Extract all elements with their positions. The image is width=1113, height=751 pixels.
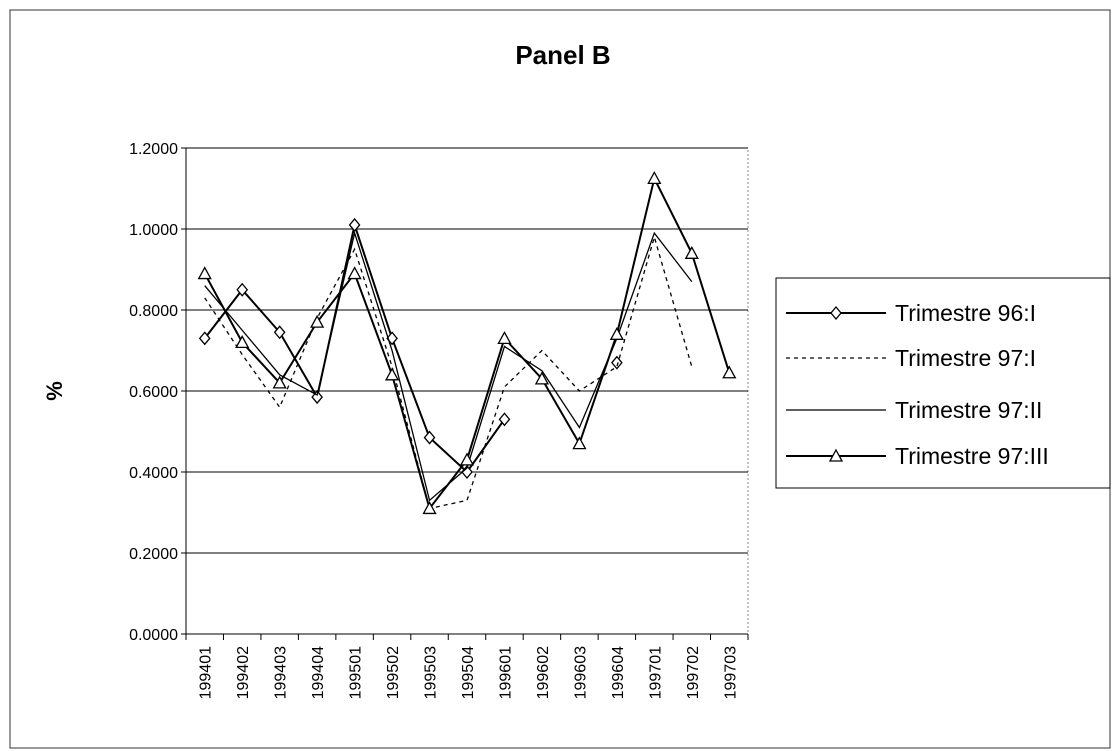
x-tick-label: 199604 — [610, 646, 627, 699]
x-tick-label: 199603 — [572, 646, 589, 699]
x-tick-label: 199401 — [198, 646, 215, 699]
y-tick-label: 0.2000 — [129, 546, 178, 563]
point — [347, 266, 362, 280]
point — [497, 330, 512, 344]
point — [422, 501, 437, 515]
point — [310, 314, 325, 328]
point — [647, 171, 662, 185]
y-axis-label: % — [42, 381, 67, 401]
point — [572, 436, 587, 450]
legend-label: Trimestre 97:I — [895, 345, 1036, 371]
legend-label: Trimestre 96:I — [895, 300, 1036, 326]
y-tick-label: 1.2000 — [129, 141, 178, 158]
point — [684, 245, 699, 259]
x-tick-label: 199702 — [685, 646, 702, 699]
point — [198, 331, 211, 346]
x-tick-label: 199403 — [273, 646, 290, 699]
x-tick-label: 199503 — [423, 646, 440, 699]
y-tick-label: 0.0000 — [129, 627, 178, 644]
point — [423, 430, 436, 445]
point — [197, 266, 212, 280]
x-tick-label: 199404 — [310, 646, 327, 699]
x-tick-label: 199504 — [460, 646, 477, 699]
legend-label: Trimestre 97:III — [895, 443, 1049, 469]
point — [459, 452, 475, 466]
legend-label: Trimestre 97:II — [895, 397, 1042, 423]
point — [722, 365, 737, 379]
point — [609, 326, 624, 340]
point — [384, 367, 400, 381]
x-tick-label: 199501 — [348, 646, 365, 699]
y-tick-label: 1.0000 — [129, 222, 178, 239]
x-tick-label: 199703 — [722, 646, 739, 699]
point — [235, 335, 250, 349]
point — [272, 375, 287, 389]
y-tick-label: 0.4000 — [129, 465, 178, 482]
x-tick-label: 199602 — [535, 646, 552, 699]
legend-marker — [830, 305, 842, 321]
x-tick-label: 199701 — [647, 646, 664, 699]
point — [311, 390, 323, 405]
point — [236, 282, 249, 297]
x-tick-label: 199601 — [497, 646, 514, 699]
chart-title: Panel B — [515, 40, 610, 70]
x-tick-label: 199502 — [385, 646, 402, 699]
legend-marker — [828, 448, 844, 462]
x-tick-label: 199402 — [235, 646, 252, 699]
y-tick-label: 0.6000 — [129, 384, 178, 401]
y-tick-label: 0.8000 — [129, 303, 178, 320]
point — [534, 371, 550, 385]
point — [498, 412, 511, 427]
point — [273, 325, 286, 340]
point — [611, 355, 623, 370]
